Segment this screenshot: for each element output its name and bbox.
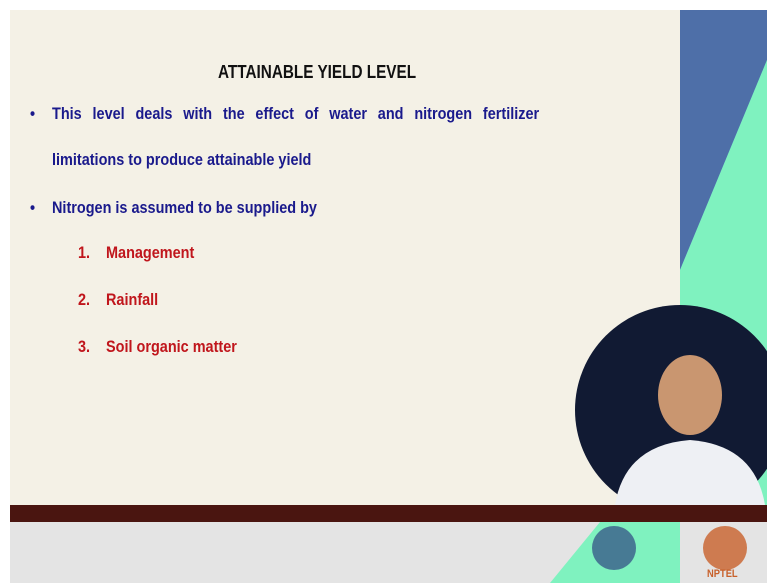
list-number: 2. [78, 290, 91, 309]
list-number: 3. [78, 337, 91, 356]
bullet-text: Nitrogen is assumed to be supplied by [52, 198, 317, 217]
nptel-label: NPTEL [707, 568, 738, 580]
iit-logo [592, 526, 636, 570]
footer-bar [10, 505, 767, 522]
bullet: • [30, 198, 36, 217]
speaker-face [658, 355, 722, 435]
side-stripe-blue [680, 10, 767, 270]
list-item: Rainfall [106, 290, 159, 309]
nptel-logo [703, 526, 747, 570]
bullet: • [30, 104, 36, 123]
list-item: Soil organic matter [106, 337, 237, 356]
bullet-text: This level deals with the effect of wate… [52, 104, 540, 123]
list-item: Management [106, 243, 195, 262]
bullet-text: limitations to produce attainable yield [52, 150, 312, 169]
speaker-shirt [615, 440, 765, 505]
list-number: 1. [78, 243, 91, 262]
slide-title: ATTAINABLE YIELD LEVEL [218, 62, 417, 82]
